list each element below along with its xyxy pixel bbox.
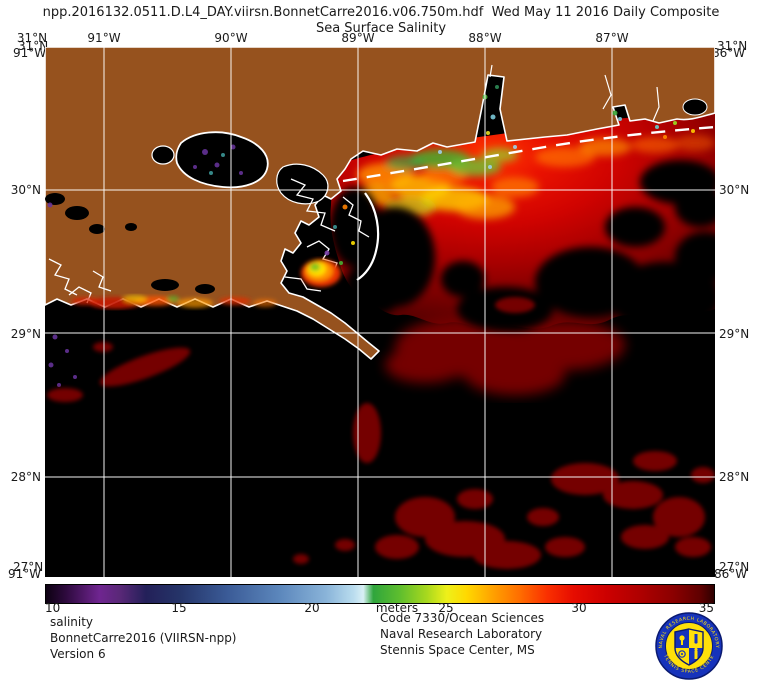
axis-label-lat-28n-right: 28°N bbox=[719, 470, 750, 484]
nrl-logo: NAVAL RESEARCH LABORATORY STENNIS SPACE … bbox=[655, 612, 723, 680]
rivers bbox=[489, 64, 660, 122]
axis-label-lat-29n-right: 29°N bbox=[719, 327, 750, 341]
corner-lon: 86°W bbox=[712, 46, 746, 60]
colorbar bbox=[45, 584, 715, 604]
credit-lab-label: Naval Research Laboratory bbox=[380, 627, 543, 641]
corner-lon: 91°W bbox=[8, 567, 42, 581]
corner-lon: 86°W bbox=[714, 567, 748, 581]
colorbar-tick-20: 20 bbox=[304, 601, 320, 615]
axis-label-lon-91w: 91°W bbox=[87, 31, 121, 45]
axis-label-lon-87w: 87°W bbox=[595, 31, 629, 45]
axis-label-lat-30n-left: 30°N bbox=[10, 183, 41, 197]
credit-location-label: Stennis Space Center, MS bbox=[380, 643, 535, 657]
page-subtitle: Sea Surface Salinity bbox=[315, 21, 447, 36]
credit-code-label: Code 7330/Ocean Sciences bbox=[380, 611, 545, 625]
corner-lon: 91°W bbox=[13, 46, 47, 60]
product-parameter-label: salinity bbox=[50, 615, 94, 629]
axis-label-lon-90w: 90°W bbox=[214, 31, 248, 45]
bay-inlet bbox=[682, 98, 708, 116]
salinity-map bbox=[45, 47, 715, 577]
dark-red-scatter bbox=[47, 297, 715, 569]
colorbar-tick-35: 35 bbox=[698, 601, 714, 615]
page-title: npp.2016132.0511.D.L4_DAY.viirsn.BonnetC… bbox=[42, 5, 720, 20]
axis-label-lon-88w: 88°W bbox=[468, 31, 502, 45]
corner-label-top-right: 86°W 31°N bbox=[712, 39, 758, 65]
axis-label-lon-89w: 89°W bbox=[341, 31, 375, 45]
cloud-holes bbox=[330, 160, 715, 332]
salinity-map-canvas bbox=[45, 47, 715, 577]
product-version-label: Version 6 bbox=[50, 647, 106, 661]
product-region-label: BonnetCarre2016 (VIIRSN-npp) bbox=[50, 631, 237, 645]
bright-plume bbox=[301, 259, 341, 287]
nrl-logo-badge: NAVAL RESEARCH LABORATORY STENNIS SPACE … bbox=[655, 612, 723, 680]
salinity-product-page: { "header": { "line1": "npp.2016132.0511… bbox=[8, 5, 760, 680]
colorbar-unit-label: meters bbox=[375, 601, 419, 615]
axis-label-lat-28n-left: 28°N bbox=[10, 470, 41, 484]
axis-label-lat-29n-left: 29°N bbox=[10, 327, 41, 341]
corner-label-top-left: 91°W 31°N bbox=[13, 39, 59, 65]
axis-label-lat-top-left: 31°N bbox=[16, 31, 48, 45]
graticule bbox=[45, 47, 715, 577]
inland-lakes bbox=[45, 193, 215, 294]
marsh-outlines bbox=[48, 178, 370, 304]
south-coast-band bbox=[71, 295, 277, 309]
axis-label-lat-30n-right: 30°N bbox=[719, 183, 750, 197]
colorbar-tick-25: 25 bbox=[438, 601, 454, 615]
speckles bbox=[47, 85, 695, 387]
corner-lat: 31°N bbox=[18, 39, 49, 53]
barrier-islands bbox=[342, 125, 715, 183]
lake-maurepas bbox=[151, 145, 175, 165]
colorbar-tick-15: 15 bbox=[171, 601, 187, 615]
corner-lat: 31°N bbox=[717, 39, 748, 53]
logo-shield bbox=[675, 629, 703, 665]
corner-label-bottom-right: 86°W 27°N bbox=[714, 560, 760, 586]
corner-lat: 27°N bbox=[13, 560, 44, 574]
colorbar-tick-30: 30 bbox=[571, 601, 587, 615]
dark-red-extension bbox=[385, 317, 625, 395]
colorbar-tick-10: 10 bbox=[45, 601, 61, 615]
chandeleur-islands-arc bbox=[356, 192, 380, 281]
corner-label-bottom-left: 91°W 27°N bbox=[8, 560, 54, 586]
corner-lat: 27°N bbox=[719, 560, 750, 574]
